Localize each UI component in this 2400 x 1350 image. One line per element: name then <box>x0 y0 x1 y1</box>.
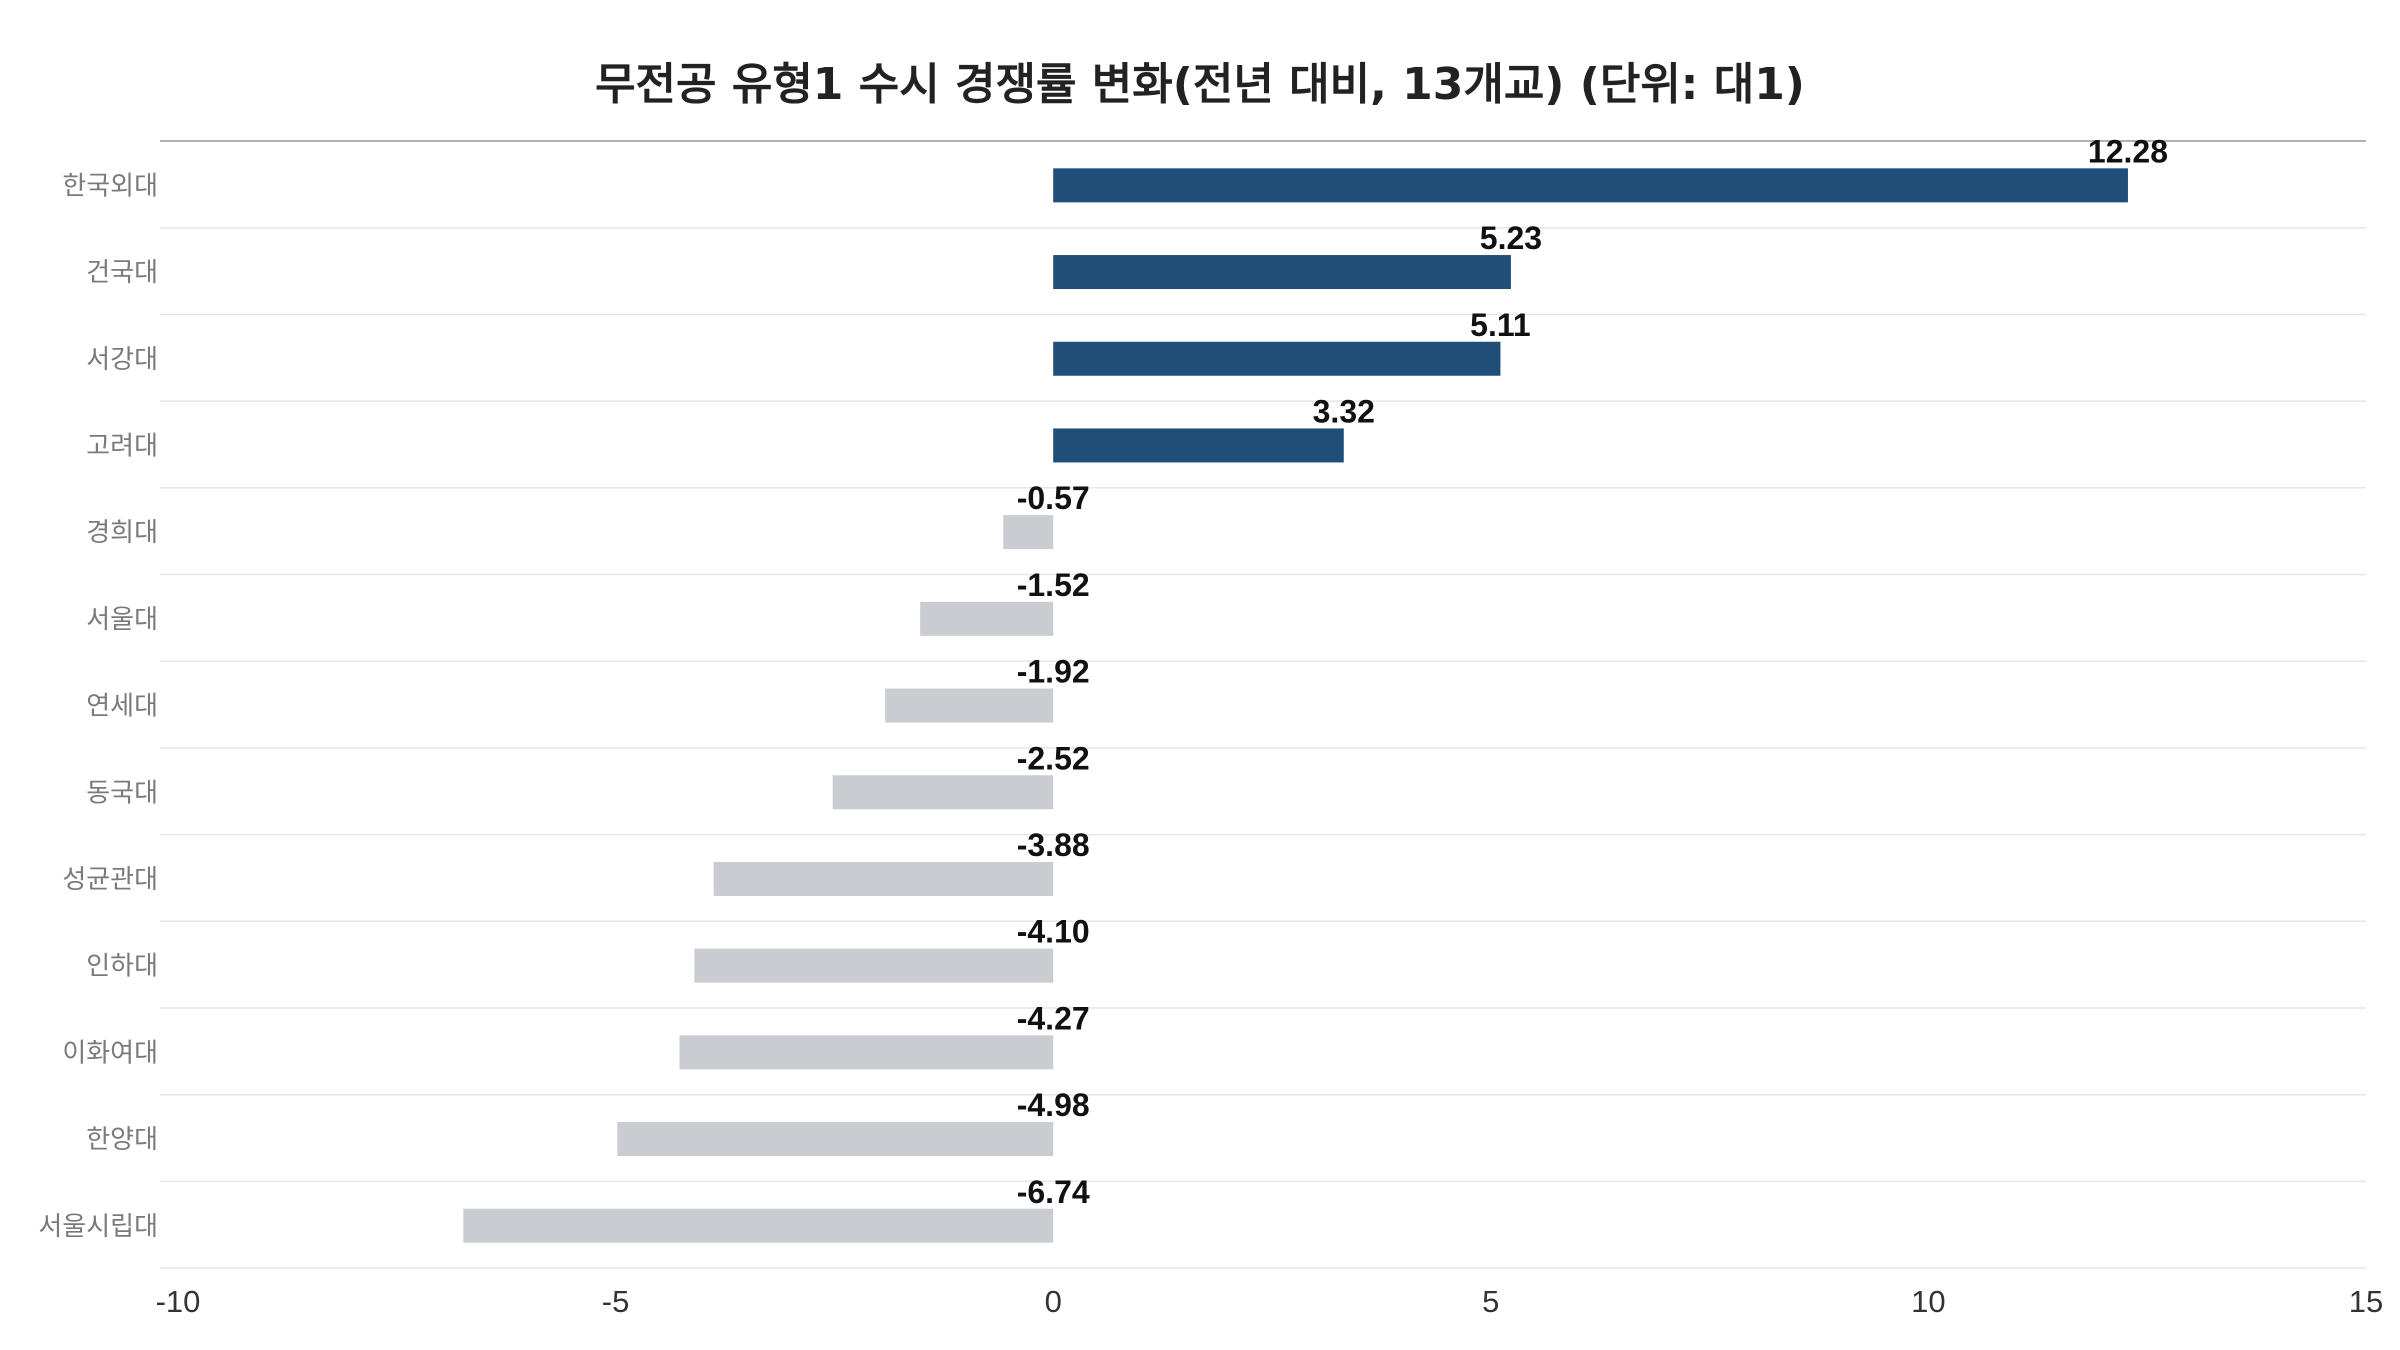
value-label-9: -4.10 <box>1017 914 1090 950</box>
bar-1 <box>1053 255 1511 290</box>
x-tick-label-3: 5 <box>1482 1284 1499 1319</box>
value-label-11: -4.98 <box>1017 1087 1090 1123</box>
category-labels: 한국외대건국대서강대고려대경희대서울대연세대동국대성균관대인하대이화여대한양대서… <box>38 171 158 1241</box>
value-label-5: -1.52 <box>1017 567 1090 603</box>
category-label-11: 한양대 <box>86 1125 158 1155</box>
category-label-6: 연세대 <box>86 692 158 722</box>
x-tick-label-4: 10 <box>1911 1284 1945 1319</box>
bar-3 <box>1053 428 1344 463</box>
bar-5 <box>920 601 1054 636</box>
bars <box>463 168 2128 1243</box>
category-label-1: 건국대 <box>86 258 158 288</box>
bar-9 <box>694 948 1054 983</box>
value-label-6: -1.92 <box>1017 654 1090 690</box>
value-label-7: -2.52 <box>1017 740 1090 776</box>
bar-4 <box>1003 515 1054 550</box>
bar-8 <box>713 861 1054 896</box>
category-label-9: 인하대 <box>86 952 158 982</box>
bar-11 <box>617 1122 1054 1157</box>
value-labels: 12.28 5.23 5.11 3.32 -0.57 -1.52 -1.92 -2.52 -3.… <box>1017 133 2168 1209</box>
category-label-12: 서울시립대 <box>38 1212 158 1242</box>
x-tick-label-1: -5 <box>602 1284 630 1319</box>
chart-title: 무전공 유형1 수시 경쟁률 변화(전년 대비, 13개교) (단위: 대1) <box>595 59 1805 110</box>
value-label-3: 3.32 <box>1313 393 1375 429</box>
value-label-10: -4.27 <box>1017 1000 1090 1036</box>
category-label-10: 이화여대 <box>62 1038 158 1068</box>
x-tick-label-2: 0 <box>1045 1284 1062 1319</box>
grid-lines <box>160 140 2366 1269</box>
value-label-4: -0.57 <box>1017 480 1090 516</box>
bar-0 <box>1053 168 2128 203</box>
category-label-5: 서울대 <box>86 605 158 635</box>
bar-2 <box>1053 341 1501 376</box>
bar-12 <box>463 1208 1054 1243</box>
value-label-0: 12.28 <box>2088 133 2168 169</box>
category-label-8: 성균관대 <box>62 865 158 895</box>
bar-7 <box>832 775 1054 810</box>
bar-6 <box>885 688 1054 723</box>
x-tick-label-5: 15 <box>2349 1284 2383 1319</box>
category-label-2: 서강대 <box>86 345 158 375</box>
value-label-8: -3.88 <box>1017 827 1090 863</box>
value-label-1: 5.23 <box>1480 220 1542 256</box>
value-label-12: -6.74 <box>1017 1174 1090 1210</box>
value-label-2: 5.11 <box>1470 307 1531 343</box>
category-label-0: 한국외대 <box>62 171 158 201</box>
x-axis-ticks: -10 -5 0 5 10 15 <box>156 1284 2384 1319</box>
category-label-4: 경희대 <box>86 518 158 548</box>
category-label-3: 고려대 <box>86 431 158 461</box>
x-tick-label-0: -10 <box>156 1284 201 1319</box>
category-label-7: 동국대 <box>86 778 158 808</box>
bar-10 <box>679 1035 1054 1070</box>
